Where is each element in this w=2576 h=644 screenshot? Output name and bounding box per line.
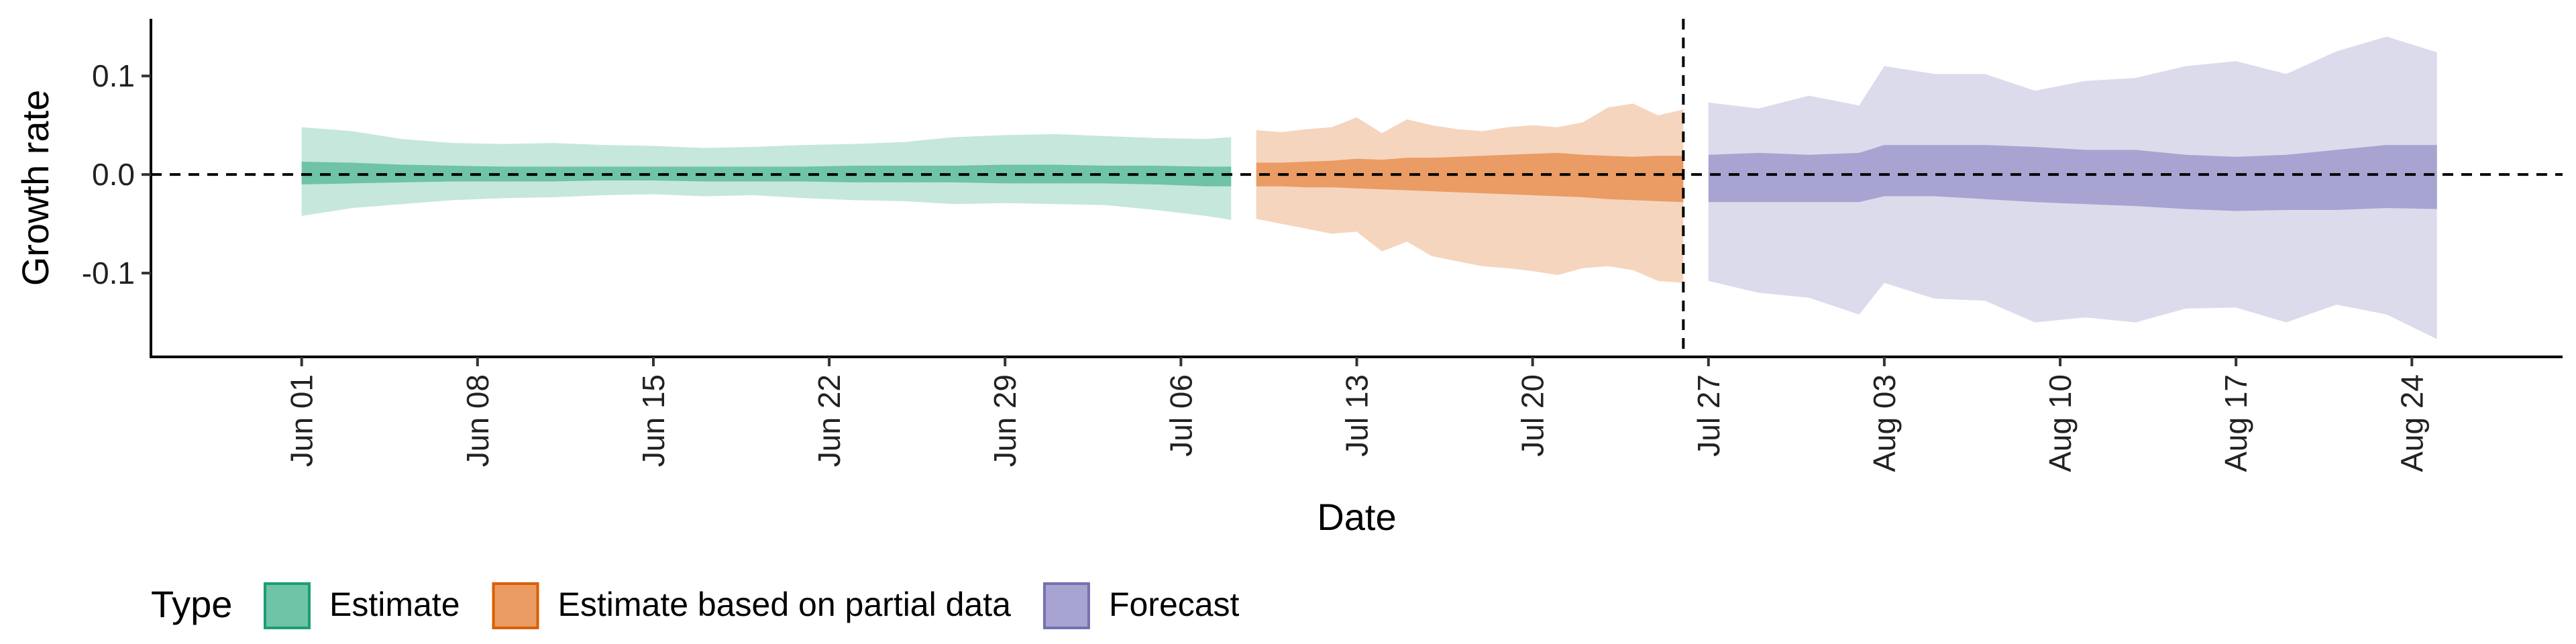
y-axis-title: Growth rate	[14, 90, 56, 286]
legend-swatch	[264, 582, 311, 629]
x-tick-label: Jun 08	[460, 374, 495, 467]
x-tick-label: Jul 13	[1340, 374, 1375, 457]
y-tick-label: 0.0	[92, 157, 135, 192]
x-tick-label: Jun 29	[987, 374, 1022, 467]
y-tick-label: 0.1	[92, 58, 135, 93]
legend-label: Estimate based on partial data	[558, 586, 1012, 623]
x-tick-label: Jul 20	[1515, 374, 1550, 457]
legend-label: Estimate	[329, 586, 460, 623]
legend-title: Type	[151, 583, 232, 625]
legend: Type Estimate Estimate based on partial d…	[151, 582, 1240, 629]
band-50-forecast	[1708, 145, 2437, 211]
legend-swatch	[492, 582, 539, 629]
x-tick-label: Aug 03	[1867, 374, 1902, 472]
band-50-estimate	[301, 162, 1232, 186]
band-90-estimate-based-on-partial-data	[1256, 103, 1684, 283]
y-tick-label: -0.1	[82, 256, 135, 290]
x-axis-ticks: Jun 01 Jun 08 Jun 15 Jun 22 Jun 29 Jul 06 Jul …	[284, 357, 2429, 472]
x-tick-label: Aug 10	[2043, 374, 2078, 472]
y-axis-ticks: -0.1 0.0 0.1	[82, 58, 151, 290]
x-tick-label: Jul 27	[1691, 374, 1726, 457]
band-50-estimate-based-on-partial-data	[1256, 152, 1684, 203]
x-tick-label: Aug 17	[2218, 374, 2253, 472]
x-tick-label: Aug 24	[2394, 374, 2429, 472]
x-tick-label: Jun 01	[284, 374, 319, 467]
x-axis-title: Date	[1317, 496, 1396, 538]
x-tick-label: Jul 06	[1163, 374, 1198, 457]
x-tick-label: Jun 22	[812, 374, 847, 467]
bands-layer	[301, 36, 2437, 339]
legend-swatch	[1042, 582, 1090, 629]
x-tick-label: Jun 15	[636, 374, 671, 467]
legend-label: Forecast	[1109, 586, 1240, 623]
